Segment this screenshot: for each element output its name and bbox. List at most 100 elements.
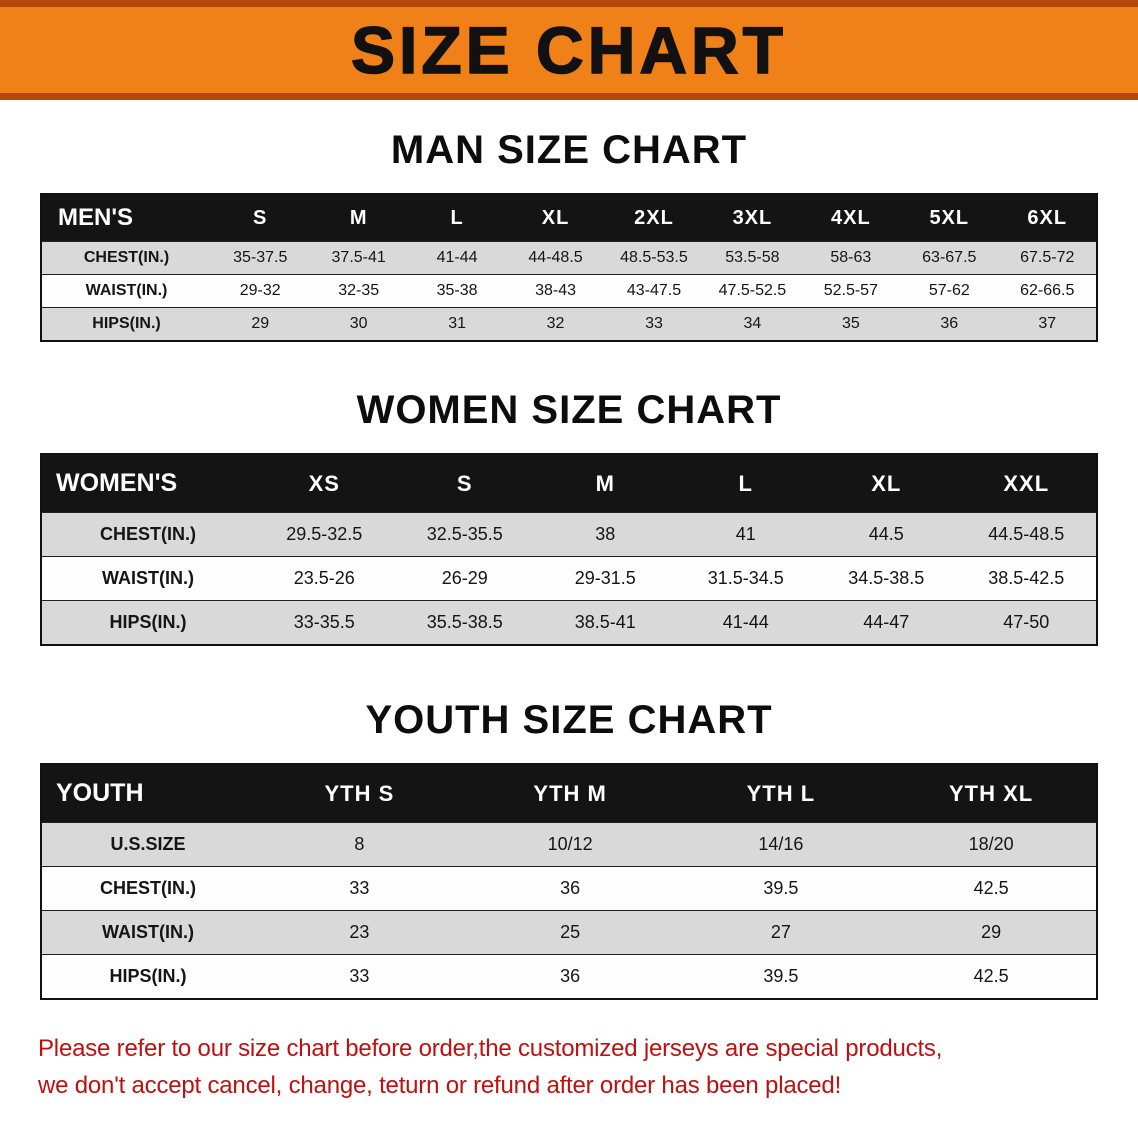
measurement-row: HIPS(IN.) 33 36 39.5 42.5 xyxy=(41,954,1097,999)
value-cell: 44-48.5 xyxy=(506,241,605,275)
size-header-cell: 2XL xyxy=(604,194,704,242)
size-header-cell: M xyxy=(535,454,676,513)
value-cell: 57-62 xyxy=(900,274,999,308)
table-header-row: WOMEN'S XS S M L XL XXL xyxy=(41,454,1097,513)
value-cell: 29 xyxy=(211,307,310,341)
footer-note-line-1: Please refer to our size chart before or… xyxy=(38,1035,943,1062)
value-cell: 32.5-35.5 xyxy=(394,512,535,557)
women-size-chart-heading: WOMEN SIZE CHART xyxy=(356,388,782,432)
women-size-table: WOMEN'S XS S M L XL XXL CHEST(IN.) 29.5-32.5 32.5… xyxy=(40,453,1098,646)
size-header-cell: 3XL xyxy=(703,194,802,242)
table-title-cell: WOMEN'S xyxy=(41,454,254,513)
row-label-cell: CHEST(IN.) xyxy=(41,866,254,911)
footer-note: Please refer to our size chart before or… xyxy=(0,1030,1138,1104)
value-cell: 29.5-32.5 xyxy=(254,512,395,557)
value-cell: 25 xyxy=(464,910,676,955)
size-header-cell: YTH XL xyxy=(886,764,1097,823)
value-cell: 18/20 xyxy=(886,822,1097,867)
value-cell: 10/12 xyxy=(464,822,676,867)
value-cell: 42.5 xyxy=(886,954,1097,999)
table-header-row: YOUTH YTH S YTH M YTH L YTH XL xyxy=(41,764,1097,823)
size-header-cell: XL xyxy=(506,194,605,242)
table-title-cell: MEN'S xyxy=(41,194,211,242)
youth-size-chart-heading: YOUTH SIZE CHART xyxy=(365,698,773,742)
size-header-cell: M xyxy=(309,194,408,242)
row-label-cell: HIPS(IN.) xyxy=(41,307,211,341)
size-header-cell: 5XL xyxy=(900,194,999,242)
measurement-row: CHEST(IN.) 29.5-32.5 32.5-35.5 38 41 44.5 44.5… xyxy=(41,512,1097,557)
value-cell: 47.5-52.5 xyxy=(703,274,802,308)
row-label-cell: WAIST(IN.) xyxy=(41,556,254,601)
size-header-cell: S xyxy=(211,194,310,242)
value-cell: 42.5 xyxy=(886,866,1097,911)
value-cell: 8 xyxy=(254,822,465,867)
measurement-row: WAIST(IN.) 23.5-26 26-29 29-31.5 31.5-34.5 34… xyxy=(41,556,1097,601)
value-cell: 53.5-58 xyxy=(703,241,802,275)
size-chart-banner: SIZE CHART xyxy=(0,0,1138,100)
value-cell: 35-37.5 xyxy=(211,241,310,275)
size-header-cell: L xyxy=(407,194,507,242)
value-cell: 34 xyxy=(703,307,802,341)
value-cell: 36 xyxy=(900,307,999,341)
value-cell: 63-67.5 xyxy=(900,241,999,275)
value-cell: 52.5-57 xyxy=(801,274,901,308)
measurement-row: WAIST(IN.) 29-32 32-35 35-38 38-43 43-47.5 47.… xyxy=(41,274,1097,308)
measurement-row: HIPS(IN.) 33-35.5 35.5-38.5 38.5-41 41-44 44-… xyxy=(41,600,1097,645)
value-cell: 48.5-53.5 xyxy=(604,241,704,275)
value-cell: 62-66.5 xyxy=(998,274,1097,308)
value-cell: 35-38 xyxy=(407,274,507,308)
row-label-cell: CHEST(IN.) xyxy=(41,241,211,275)
size-header-cell: XXL xyxy=(956,454,1097,513)
size-header-cell: S xyxy=(394,454,535,513)
men-size-table: MEN'S S M L XL 2XL 3XL 4XL 5XL 6XL CHEST(IN.) 35-37… xyxy=(40,193,1098,342)
value-cell: 35.5-38.5 xyxy=(394,600,535,645)
size-header-cell: YTH M xyxy=(464,764,676,823)
value-cell: 44-47 xyxy=(816,600,957,645)
value-cell: 39.5 xyxy=(675,866,887,911)
value-cell: 41-44 xyxy=(675,600,816,645)
value-cell: 38.5-42.5 xyxy=(956,556,1097,601)
size-header-cell: YTH S xyxy=(254,764,465,823)
value-cell: 14/16 xyxy=(675,822,887,867)
measurement-row: U.S.SIZE 8 10/12 14/16 18/20 xyxy=(41,822,1097,867)
value-cell: 29-32 xyxy=(211,274,310,308)
banner-title: SIZE CHART xyxy=(350,12,787,88)
size-header-cell: L xyxy=(675,454,816,513)
value-cell: 33 xyxy=(604,307,704,341)
value-cell: 23 xyxy=(254,910,465,955)
measurement-row: CHEST(IN.) 33 36 39.5 42.5 xyxy=(41,866,1097,911)
row-label-cell: U.S.SIZE xyxy=(41,822,254,867)
row-label-cell: WAIST(IN.) xyxy=(41,274,211,308)
value-cell: 44.5 xyxy=(816,512,957,557)
value-cell: 35 xyxy=(801,307,901,341)
value-cell: 33 xyxy=(254,954,465,999)
row-label-cell: HIPS(IN.) xyxy=(41,600,254,645)
row-label-cell: CHEST(IN.) xyxy=(41,512,254,557)
measurement-row: HIPS(IN.) 29 30 31 32 33 34 35 36 37 xyxy=(41,307,1097,341)
table-header-row: MEN'S S M L XL 2XL 3XL 4XL 5XL 6XL xyxy=(41,194,1097,242)
value-cell: 41-44 xyxy=(407,241,507,275)
value-cell: 26-29 xyxy=(394,556,535,601)
row-label-cell: WAIST(IN.) xyxy=(41,910,254,955)
value-cell: 30 xyxy=(309,307,408,341)
value-cell: 41 xyxy=(675,512,816,557)
value-cell: 37 xyxy=(998,307,1097,341)
value-cell: 29-31.5 xyxy=(535,556,676,601)
value-cell: 36 xyxy=(464,866,676,911)
value-cell: 36 xyxy=(464,954,676,999)
value-cell: 34.5-38.5 xyxy=(816,556,957,601)
value-cell: 43-47.5 xyxy=(604,274,704,308)
value-cell: 33 xyxy=(254,866,465,911)
value-cell: 47-50 xyxy=(956,600,1097,645)
measurement-row: CHEST(IN.) 35-37.5 37.5-41 41-44 44-48.5 48.5… xyxy=(41,241,1097,275)
value-cell: 33-35.5 xyxy=(254,600,395,645)
value-cell: 38 xyxy=(535,512,676,557)
table-title-cell: YOUTH xyxy=(41,764,254,823)
value-cell: 32-35 xyxy=(309,274,408,308)
row-label-cell: HIPS(IN.) xyxy=(41,954,254,999)
size-header-cell: YTH L xyxy=(675,764,887,823)
value-cell: 38-43 xyxy=(506,274,605,308)
value-cell: 27 xyxy=(675,910,887,955)
value-cell: 38.5-41 xyxy=(535,600,676,645)
footer-note-line-2: we don't accept cancel, change, teturn o… xyxy=(38,1072,842,1100)
